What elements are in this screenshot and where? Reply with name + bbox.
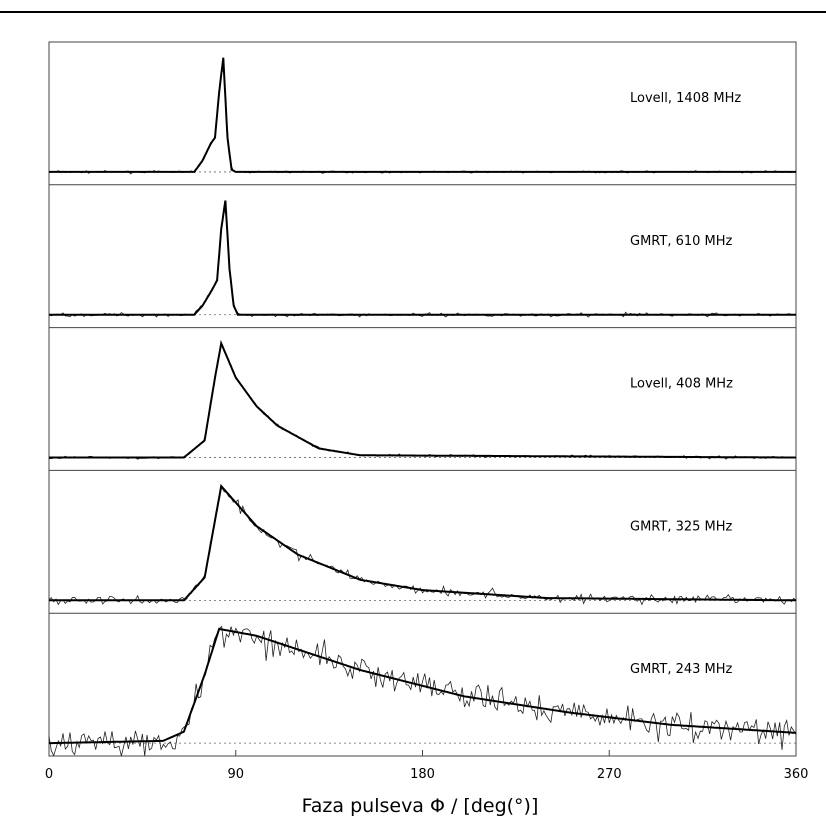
model-fit-curve (49, 339, 796, 459)
panel-label: GMRT, 325 MHz (630, 519, 733, 534)
plot-frame (48, 41, 797, 757)
model-fit-curve (49, 200, 796, 316)
x-ticks: 0 90 180 270 360 (45, 750, 809, 782)
observed-profile (48, 69, 797, 175)
panels-layer: Lovell, 1408 MHz GMRT, 610 MHz Lovell, 408… (48, 57, 797, 757)
panel-2: Lovell, 408 MHz (48, 327, 797, 460)
model-fit-curve (49, 57, 796, 173)
panel-label: GMRT, 610 MHz (630, 234, 733, 249)
x-tick-label: 180 (410, 767, 435, 782)
x-axis-label: Faza pulseva Φ / [deg(°)] (302, 795, 539, 817)
panel-3: GMRT, 325 MHz (48, 469, 797, 606)
observed-profile (48, 207, 797, 318)
observed-profile (48, 486, 797, 606)
panel-1: GMRT, 610 MHz (48, 184, 797, 318)
panel-label: GMRT, 243 MHz (630, 662, 733, 677)
top-rule (0, 11, 826, 13)
x-tick-label: 0 (45, 767, 53, 782)
panel-label: Lovell, 408 MHz (630, 377, 733, 392)
model-fit-curve (49, 627, 797, 745)
x-tick-label: 270 (597, 767, 622, 782)
x-tick-label: 90 (227, 767, 244, 782)
observed-profile (48, 343, 797, 460)
model-fit-curve (49, 483, 796, 602)
observed-profile (48, 625, 797, 757)
panel-label: Lovell, 1408 MHz (630, 91, 741, 106)
panel-4: GMRT, 243 MHz (48, 612, 797, 757)
x-tick-label: 360 (784, 767, 809, 782)
panel-0: Lovell, 1408 MHz (48, 57, 797, 175)
